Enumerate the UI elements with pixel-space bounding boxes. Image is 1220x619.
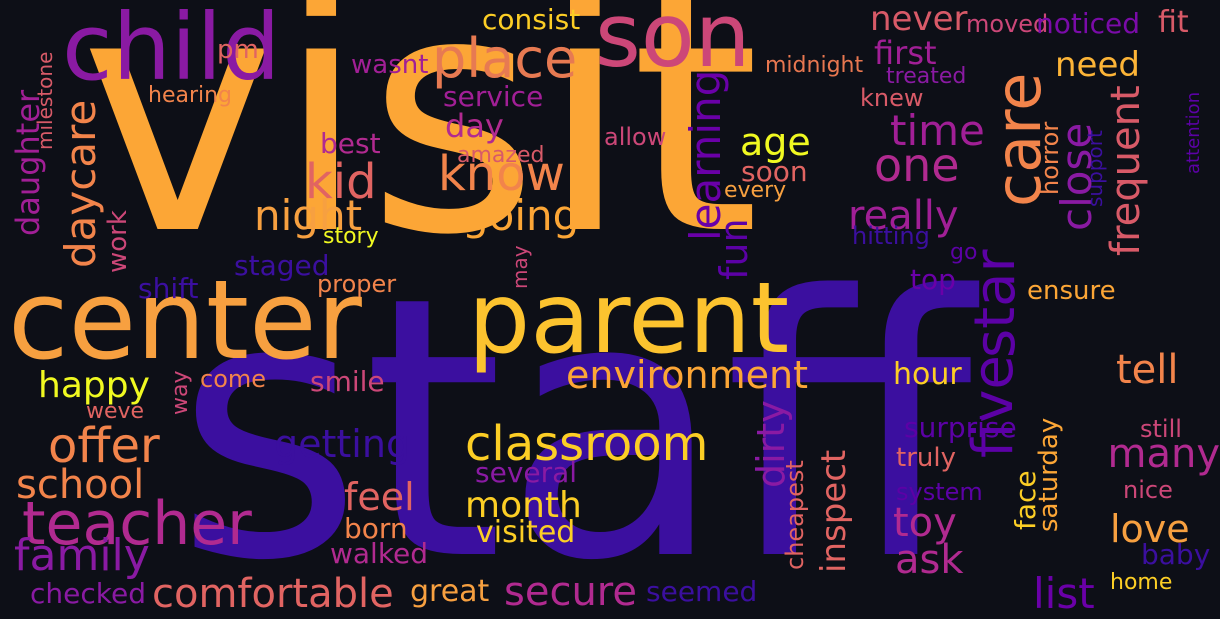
word-comfortable: comfortable <box>152 571 394 617</box>
word-staff: staff <box>175 220 973 619</box>
word-many: many <box>1107 431 1220 477</box>
word-toy: toy <box>893 500 957 546</box>
word-hearing: hearing <box>148 83 233 108</box>
word-smile: smile <box>310 365 385 398</box>
word-place: place <box>432 27 578 90</box>
word-ensure: ensure <box>1027 276 1116 306</box>
word-son: son <box>595 0 751 87</box>
word-horror: horror <box>1036 121 1064 195</box>
word-face: face <box>1009 470 1042 530</box>
word-way: way <box>168 370 193 416</box>
word-noticed: noticed <box>1036 7 1141 40</box>
word-weve: weve <box>86 399 145 424</box>
word-ask: ask <box>895 537 964 583</box>
word-work: work <box>103 210 133 273</box>
word-time: time <box>890 106 985 155</box>
word-inspect: inspect <box>814 449 854 573</box>
word-baby: baby <box>1141 538 1211 571</box>
word-visit: visit <box>80 0 760 307</box>
word-getting: getting <box>274 422 411 466</box>
word-best: best <box>320 127 381 160</box>
word-secure: secure <box>504 569 637 615</box>
word-teacher: teacher <box>22 489 252 559</box>
word-service: service <box>443 80 544 113</box>
word-surprise: surprise <box>904 411 1017 444</box>
word-checked: checked <box>30 577 146 610</box>
word-daughter: daughter <box>9 89 47 236</box>
word-learning: learning <box>681 69 730 241</box>
word-month: month <box>465 485 582 526</box>
word-come: come <box>200 365 267 393</box>
word-treated: treated <box>886 64 967 89</box>
word-day: day <box>445 107 504 145</box>
word-star: star <box>963 249 1028 358</box>
word-shift: shift <box>138 272 199 305</box>
word-environment: environment <box>566 353 809 397</box>
word-story: story <box>323 224 379 249</box>
word-wasnt: wasnt <box>351 50 429 80</box>
word-tell: tell <box>1116 347 1179 393</box>
word-soon: soon <box>741 155 808 188</box>
word-several: several <box>475 456 578 489</box>
word-fit: fit <box>1158 5 1189 40</box>
word-family: family <box>14 530 150 581</box>
word-one: one <box>874 138 960 192</box>
word-top: top <box>910 263 956 296</box>
word-really: really <box>848 193 959 239</box>
word-fun: fun <box>712 218 756 280</box>
word-feel: feel <box>344 475 415 519</box>
word-night: night <box>254 191 363 240</box>
word-may: may <box>508 245 532 289</box>
word-kid: kid <box>305 154 377 210</box>
word-support: support <box>1083 130 1107 207</box>
word-great: great <box>410 574 490 609</box>
word-going: going <box>462 191 580 240</box>
word-classroom: classroom <box>465 416 709 472</box>
word-amazed: amazed <box>457 143 545 168</box>
word-still: still <box>1140 415 1182 443</box>
word-attention: attention <box>1183 91 1204 174</box>
word-frequent: frequent <box>1103 85 1149 256</box>
word-visited: visited <box>476 515 576 550</box>
word-school: school <box>16 462 145 508</box>
word-proper: proper <box>317 270 397 298</box>
word-walked: walked <box>330 537 429 570</box>
word-never: never <box>870 0 968 39</box>
word-need: need <box>1055 45 1140 85</box>
word-hour: hour <box>893 357 962 392</box>
word-know: know <box>438 146 565 202</box>
word-list: list <box>1033 569 1095 618</box>
word-go: go <box>950 240 978 265</box>
word-allow: allow <box>604 123 667 151</box>
word-midnight: midnight <box>765 53 864 78</box>
word-staged: staged <box>234 249 330 282</box>
word-cheapest: cheapest <box>781 460 809 570</box>
word-consist: consist <box>482 3 581 36</box>
word-first: first <box>874 34 937 72</box>
word-moved: moved <box>966 10 1049 38</box>
word-age: age <box>740 120 811 164</box>
word-child: child <box>62 0 281 101</box>
word-system: system <box>896 478 983 506</box>
word-center: center <box>8 256 362 384</box>
word-love: love <box>1110 507 1190 551</box>
word-offer: offer <box>48 418 160 474</box>
word-every: every <box>724 178 787 203</box>
word-parent: parent <box>468 262 790 376</box>
word-happy: happy <box>38 365 150 406</box>
word-truly: truly <box>896 443 956 473</box>
word-daycare: daycare <box>56 99 105 268</box>
word-seemed: seemed <box>646 575 758 608</box>
word-born: born <box>344 512 408 545</box>
word-home: home <box>1110 570 1173 595</box>
word-hitting: hitting <box>852 222 930 250</box>
word-pm: pm <box>217 35 259 65</box>
word-nice: nice <box>1123 476 1173 504</box>
word-knew: knew <box>860 84 924 112</box>
